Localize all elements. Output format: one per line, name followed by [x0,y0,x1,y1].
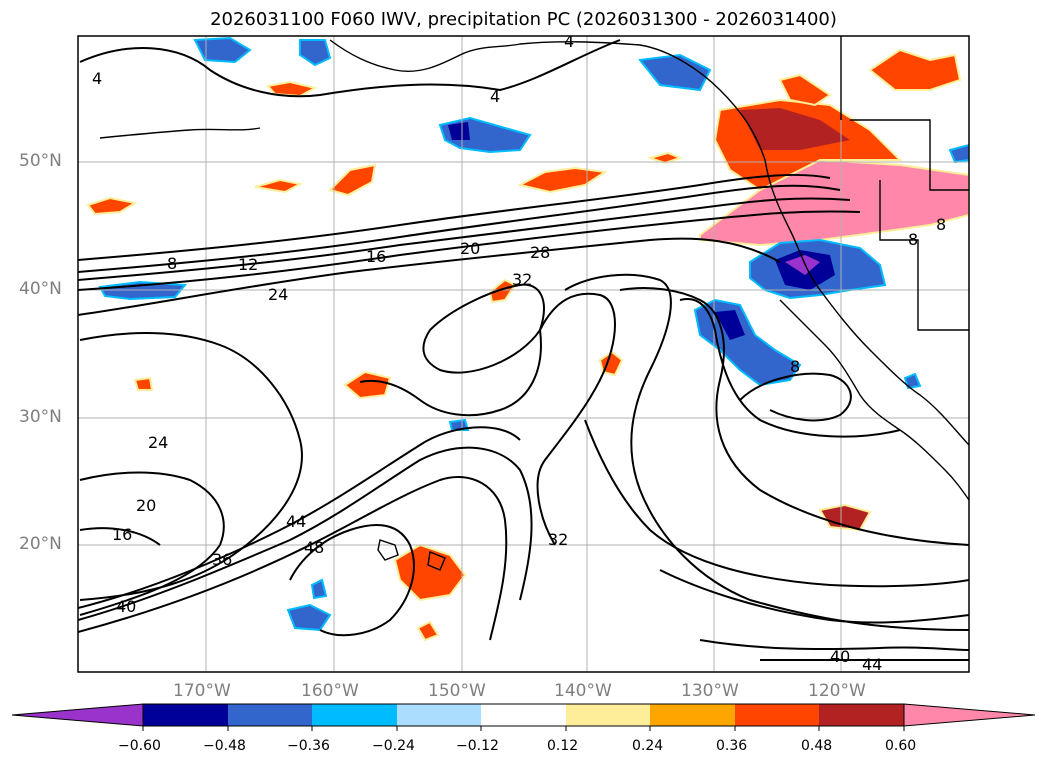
colorbar-tick-label: 0.12 [547,738,579,754]
longitude-label: 160°W [301,681,359,701]
contour-label: 16 [112,525,132,544]
contour-label: 24 [268,285,288,304]
colorbar-segment [566,704,650,726]
colorbar-segment [819,704,904,726]
map-frame [77,35,970,673]
colorbar-segment [481,704,566,726]
iwv-contours [78,39,969,662]
colorbar-segment [228,704,312,726]
colorbar-segment [143,704,228,726]
map-title: 2026031100 F060 IWV, precipitation PC (2… [210,9,837,30]
coastlines [99,36,969,571]
colorbar-tick-label: −0.36 [287,738,330,754]
contour-label: 40 [830,647,850,666]
colorbar-tick-label: −0.24 [372,738,415,754]
colorbar-tick-label: 0.48 [801,738,833,754]
contour-label: 44 [286,512,306,531]
contour-label: 16 [366,247,386,266]
contour-label: 4 [490,87,500,106]
colorbar-tick-label: −0.60 [118,738,161,754]
colorbar-segment [312,704,397,726]
latitude-label: 30°N [19,407,62,427]
longitude-label: 140°W [554,681,612,701]
contour-label: 4 [564,32,574,51]
longitude-label: 120°W [808,681,866,701]
contour-label-group: 4 4 4 8 12 16 20 24 28 32 24 20 16 36 40… [92,32,946,674]
contour-label: 12 [238,255,258,274]
colorbar-segment [397,704,481,726]
longitude-label: 170°W [173,681,231,701]
colorbar-tick-label: −0.48 [203,738,246,754]
colorbar-segment [650,704,735,726]
contour-label: 28 [530,243,550,262]
colorbar-tick-label: 0.36 [716,738,748,754]
contour-label: 8 [936,215,946,234]
contour-label: 24 [148,433,168,452]
colorbar-segment [735,704,819,726]
latitude-label: 40°N [19,279,62,299]
contour-label: 20 [136,496,156,515]
colorbar [11,703,1036,731]
precip-positive-shading [86,48,969,642]
contour-label: 20 [460,239,480,258]
contour-label: 8 [167,254,177,273]
map-area: 4 4 4 8 12 16 20 24 28 32 24 20 16 36 40… [78,32,969,674]
colorbar-outline [142,703,905,727]
contour-label: 40 [116,597,136,616]
contour-label: 44 [862,655,882,674]
latitude-label: 50°N [19,151,62,171]
colorbar-extension-low [11,703,144,727]
colorbar-tick-label: 0.24 [632,738,664,754]
contour-label: 36 [212,550,232,569]
contour-label: 32 [548,530,568,549]
graticule [78,36,969,672]
contour-label: 4 [92,69,102,88]
contour-label: 8 [790,357,800,376]
colorbar-extension-high [903,703,1036,727]
longitude-label: 130°W [681,681,739,701]
colorbar-tick-label: −0.12 [456,738,499,754]
colorbar-tick-label: 0.60 [885,738,917,754]
contour-label: 32 [512,270,532,289]
longitude-label: 150°W [428,681,486,701]
latitude-label: 20°N [19,534,62,554]
contour-label: 48 [304,538,324,557]
contour-label: 8 [908,230,918,249]
